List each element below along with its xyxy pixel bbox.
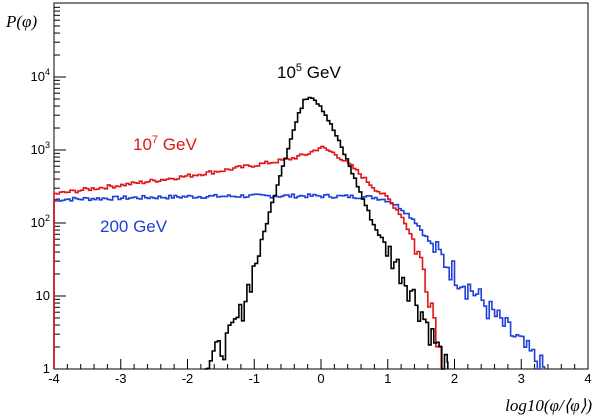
series-labels: 200 GeV 107 GeV 105 GeV xyxy=(100,62,341,236)
x-tick-label: 0 xyxy=(317,371,324,386)
series-group xyxy=(53,96,546,370)
x-tick-label: 1 xyxy=(384,371,391,386)
series-line-1 xyxy=(53,145,443,370)
y-tick-label: 10 xyxy=(36,288,50,303)
tick-marks xyxy=(53,6,589,370)
y-tick-label: 102 xyxy=(31,213,50,230)
x-tick-label: -2 xyxy=(182,371,194,386)
x-tick-label: 3 xyxy=(518,371,525,386)
y-axis-title: P(φ) xyxy=(5,12,37,31)
y-tick-label: 1 xyxy=(43,361,50,376)
x-tick-labels: -4 -3 -2 -1 0 1 2 3 4 xyxy=(48,371,591,386)
x-tick-label: -3 xyxy=(115,371,127,386)
series-label-1: 107 GeV xyxy=(133,134,197,154)
x-tick-label: 2 xyxy=(451,371,458,386)
x-tick-label: 4 xyxy=(584,371,591,386)
series-line-2 xyxy=(204,96,449,370)
y-tick-label: 104 xyxy=(31,67,50,84)
series-label-0: 200 GeV xyxy=(100,217,168,236)
x-tick-label: -1 xyxy=(248,371,260,386)
series-label-2: 105 GeV xyxy=(277,62,341,82)
series-line-0 xyxy=(53,193,546,370)
y-tick-label: 103 xyxy=(31,140,50,157)
x-tick-label: -4 xyxy=(48,371,60,386)
plot-frame xyxy=(53,2,589,370)
x-axis-title: log10(φ/⟨φ⟩) xyxy=(505,396,592,415)
y-tick-labels: 1 10 102 103 104 xyxy=(31,67,50,376)
